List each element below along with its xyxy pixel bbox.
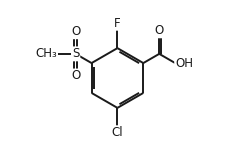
Text: O: O [155, 24, 164, 37]
Text: F: F [114, 17, 121, 30]
Text: OH: OH [175, 57, 193, 70]
Text: S: S [72, 47, 79, 60]
Text: CH₃: CH₃ [36, 47, 57, 60]
Text: O: O [71, 69, 80, 83]
Text: O: O [71, 25, 80, 38]
Text: Cl: Cl [112, 126, 123, 139]
